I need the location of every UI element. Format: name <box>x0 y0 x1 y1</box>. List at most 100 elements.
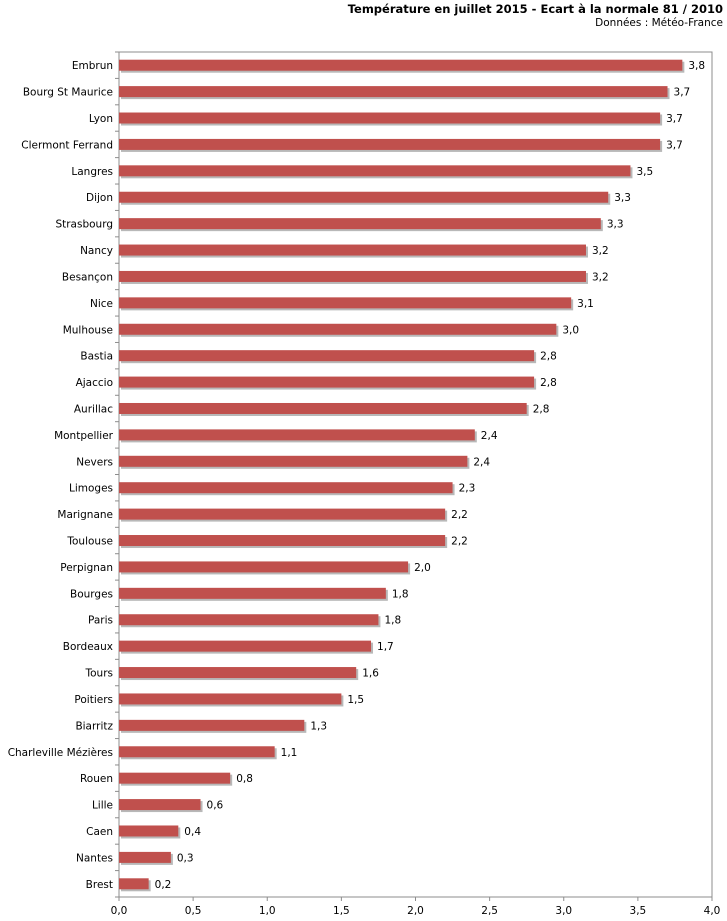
x-tick-label: 2,5 <box>481 905 498 917</box>
data-label: 3,7 <box>674 87 691 99</box>
bar-bourg-st-maurice <box>119 86 668 98</box>
data-label: 2,4 <box>481 430 498 442</box>
category-label: Limoges <box>69 483 113 495</box>
x-tick-label: 0,0 <box>111 905 128 917</box>
category-label: Nevers <box>76 456 113 468</box>
bar-caen <box>119 825 179 837</box>
data-label: 1,1 <box>281 747 298 759</box>
data-label: 2,0 <box>414 562 431 574</box>
category-label: Montpellier <box>54 430 114 442</box>
bar-embrun <box>119 59 683 71</box>
x-tick-label: 4,0 <box>704 905 721 917</box>
bar-langres <box>119 165 631 177</box>
category-label: Bourg St Maurice <box>23 87 113 99</box>
category-label: Ajaccio <box>76 377 113 389</box>
bar-lille <box>119 799 201 811</box>
data-label: 2,2 <box>451 536 468 548</box>
category-label: Strasbourg <box>55 219 113 231</box>
category-label: Paris <box>88 615 113 627</box>
bar-nice <box>119 297 572 309</box>
data-label: 1,6 <box>362 668 379 680</box>
bar-bastia <box>119 350 535 362</box>
category-label: Bordeaux <box>63 641 113 653</box>
data-label: 0,8 <box>236 773 253 785</box>
data-label: 0,2 <box>155 879 172 891</box>
bar-rouen <box>119 772 231 784</box>
bar-dijon <box>119 191 609 203</box>
data-label: 2,4 <box>473 456 490 468</box>
bar-marignane <box>119 508 446 520</box>
data-label: 2,8 <box>533 403 550 415</box>
x-tick-label: 3,0 <box>555 905 572 917</box>
bar-aurillac <box>119 402 527 414</box>
data-label: 3,0 <box>562 324 579 336</box>
data-label: 3,2 <box>592 245 609 257</box>
data-label: 1,8 <box>384 615 401 627</box>
category-label: Lyon <box>89 113 113 125</box>
category-label: Mulhouse <box>63 324 113 336</box>
bar-clermont-ferrand <box>119 138 661 150</box>
bar-mulhouse <box>119 323 557 335</box>
data-label: 3,3 <box>614 192 631 204</box>
bar-perpignan <box>119 561 409 573</box>
bar-tours <box>119 667 357 679</box>
data-label: 3,7 <box>666 139 683 151</box>
category-label: Marignane <box>57 509 113 521</box>
bar-nancy <box>119 244 586 256</box>
x-tick-label: 0,5 <box>185 905 202 917</box>
category-label: Charleville Mézières <box>8 747 113 759</box>
data-label: 3,2 <box>592 271 609 283</box>
category-label: Aurillac <box>74 403 113 415</box>
category-label: Lille <box>92 800 113 812</box>
data-label: 1,3 <box>310 720 327 732</box>
category-label: Toulouse <box>66 536 113 548</box>
category-label: Bastia <box>80 351 113 363</box>
bar-nantes <box>119 851 171 863</box>
bar-limoges <box>119 482 453 494</box>
category-label: Nice <box>90 298 113 310</box>
data-label: 2,2 <box>451 509 468 521</box>
bar-bourges <box>119 587 386 599</box>
data-label: 0,4 <box>184 826 201 838</box>
bar-ajaccio <box>119 376 535 388</box>
category-label: Biarritz <box>75 720 113 732</box>
bar-montpellier <box>119 429 475 441</box>
category-label: Tours <box>85 668 114 680</box>
category-label: Nancy <box>80 245 113 257</box>
data-label: 1,7 <box>377 641 394 653</box>
bar-lyon <box>119 112 661 124</box>
category-label: Bourges <box>70 588 113 600</box>
chart-subtitle: Données : Météo-France <box>595 17 723 29</box>
data-label: 3,3 <box>607 219 624 231</box>
category-label: Langres <box>71 166 113 178</box>
category-label: Poitiers <box>74 694 113 706</box>
category-label: Caen <box>86 826 113 838</box>
bar-brest <box>119 878 149 890</box>
data-label: 0,3 <box>177 852 194 864</box>
x-tick-label: 1,0 <box>259 905 276 917</box>
bar-toulouse <box>119 535 446 547</box>
data-label: 3,7 <box>666 113 683 125</box>
chart-title: Température en juillet 2015 - Ecart à la… <box>347 2 723 16</box>
bar-nevers <box>119 455 468 467</box>
bar-besan-on <box>119 270 586 282</box>
bar-paris <box>119 614 379 626</box>
category-label: Perpignan <box>60 562 113 574</box>
data-label: 1,5 <box>347 694 364 706</box>
data-label: 2,3 <box>459 483 476 495</box>
bar-poitiers <box>119 693 342 705</box>
x-tick-label: 2,0 <box>407 905 424 917</box>
bar-strasbourg <box>119 218 601 230</box>
data-label: 3,5 <box>636 166 653 178</box>
category-label: Dijon <box>86 192 113 204</box>
category-label: Clermont Ferrand <box>21 139 113 151</box>
plot-area-frame <box>118 51 713 898</box>
category-label: Rouen <box>80 773 113 785</box>
data-label: 0,6 <box>207 800 224 812</box>
data-label: 2,8 <box>540 377 557 389</box>
data-label: 3,8 <box>688 60 705 72</box>
category-label: Embrun <box>72 60 113 72</box>
data-label: 2,8 <box>540 351 557 363</box>
bar-charleville-m-zi-res <box>119 746 275 758</box>
